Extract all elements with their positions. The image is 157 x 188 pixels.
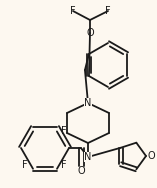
Text: O: O [147, 151, 155, 161]
Text: N: N [84, 98, 92, 108]
Text: N: N [84, 152, 92, 162]
Text: F: F [61, 160, 67, 170]
Text: F: F [105, 6, 111, 16]
Text: F: F [22, 160, 28, 170]
Text: O: O [77, 166, 85, 176]
Text: O: O [86, 28, 94, 38]
Text: F: F [70, 6, 76, 16]
Text: F: F [61, 126, 67, 136]
